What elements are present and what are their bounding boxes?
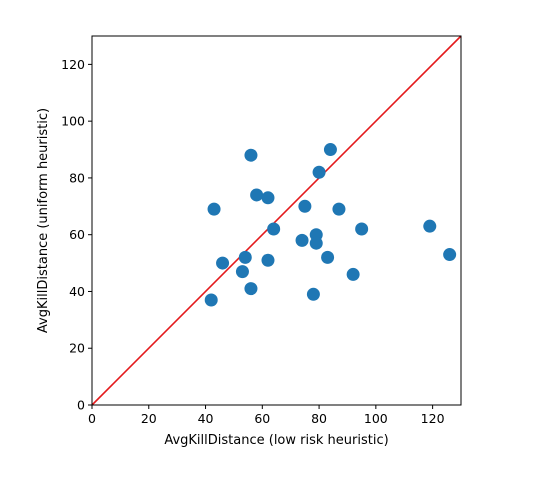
data-point [244, 282, 258, 296]
x-tick-label: 80 [311, 411, 327, 426]
x-tick-label: 40 [198, 411, 214, 426]
y-tick-label: 120 [61, 57, 85, 72]
data-point [204, 293, 218, 307]
scatter-points [204, 143, 457, 307]
data-point [216, 256, 230, 270]
data-point [312, 165, 326, 179]
y-tick-label: 40 [69, 284, 85, 299]
data-point [250, 188, 264, 202]
y-tick-label: 100 [61, 114, 85, 129]
data-point [346, 267, 360, 281]
data-point [235, 265, 249, 279]
x-axis-label: AvgKillDistance (low risk heuristic) [164, 433, 388, 448]
data-point [323, 143, 337, 157]
data-point [298, 199, 312, 213]
data-point [355, 222, 369, 236]
y-tick-label: 60 [69, 227, 85, 242]
data-point [306, 287, 320, 301]
data-point [238, 250, 252, 264]
y-tick-label: 80 [69, 170, 85, 185]
data-point [244, 148, 258, 162]
x-tick-label: 0 [88, 411, 96, 426]
y-axis: 0 20 40 60 80 100 120 [61, 57, 92, 413]
x-tick-label: 20 [141, 411, 157, 426]
data-point [261, 191, 275, 205]
y-tick-label: 0 [77, 398, 85, 413]
y-axis-label: AvgKillDistance (uniform heuristic) [36, 108, 51, 333]
data-point [267, 222, 281, 236]
y-tick-label: 20 [69, 341, 85, 356]
data-point [321, 250, 335, 264]
data-point [443, 248, 457, 262]
plot-frame [91, 35, 462, 406]
reference-line-group [91, 35, 462, 406]
x-tick-label: 120 [421, 411, 445, 426]
data-point [332, 202, 346, 216]
data-point [423, 219, 437, 233]
x-tick-label: 100 [364, 411, 388, 426]
x-tick-label: 60 [254, 411, 270, 426]
reference-line [91, 35, 462, 406]
data-point [295, 233, 309, 247]
x-axis: 0 20 40 60 80 100 120 [88, 405, 445, 426]
data-point [261, 253, 275, 267]
data-point [207, 202, 221, 216]
data-point [309, 236, 323, 250]
